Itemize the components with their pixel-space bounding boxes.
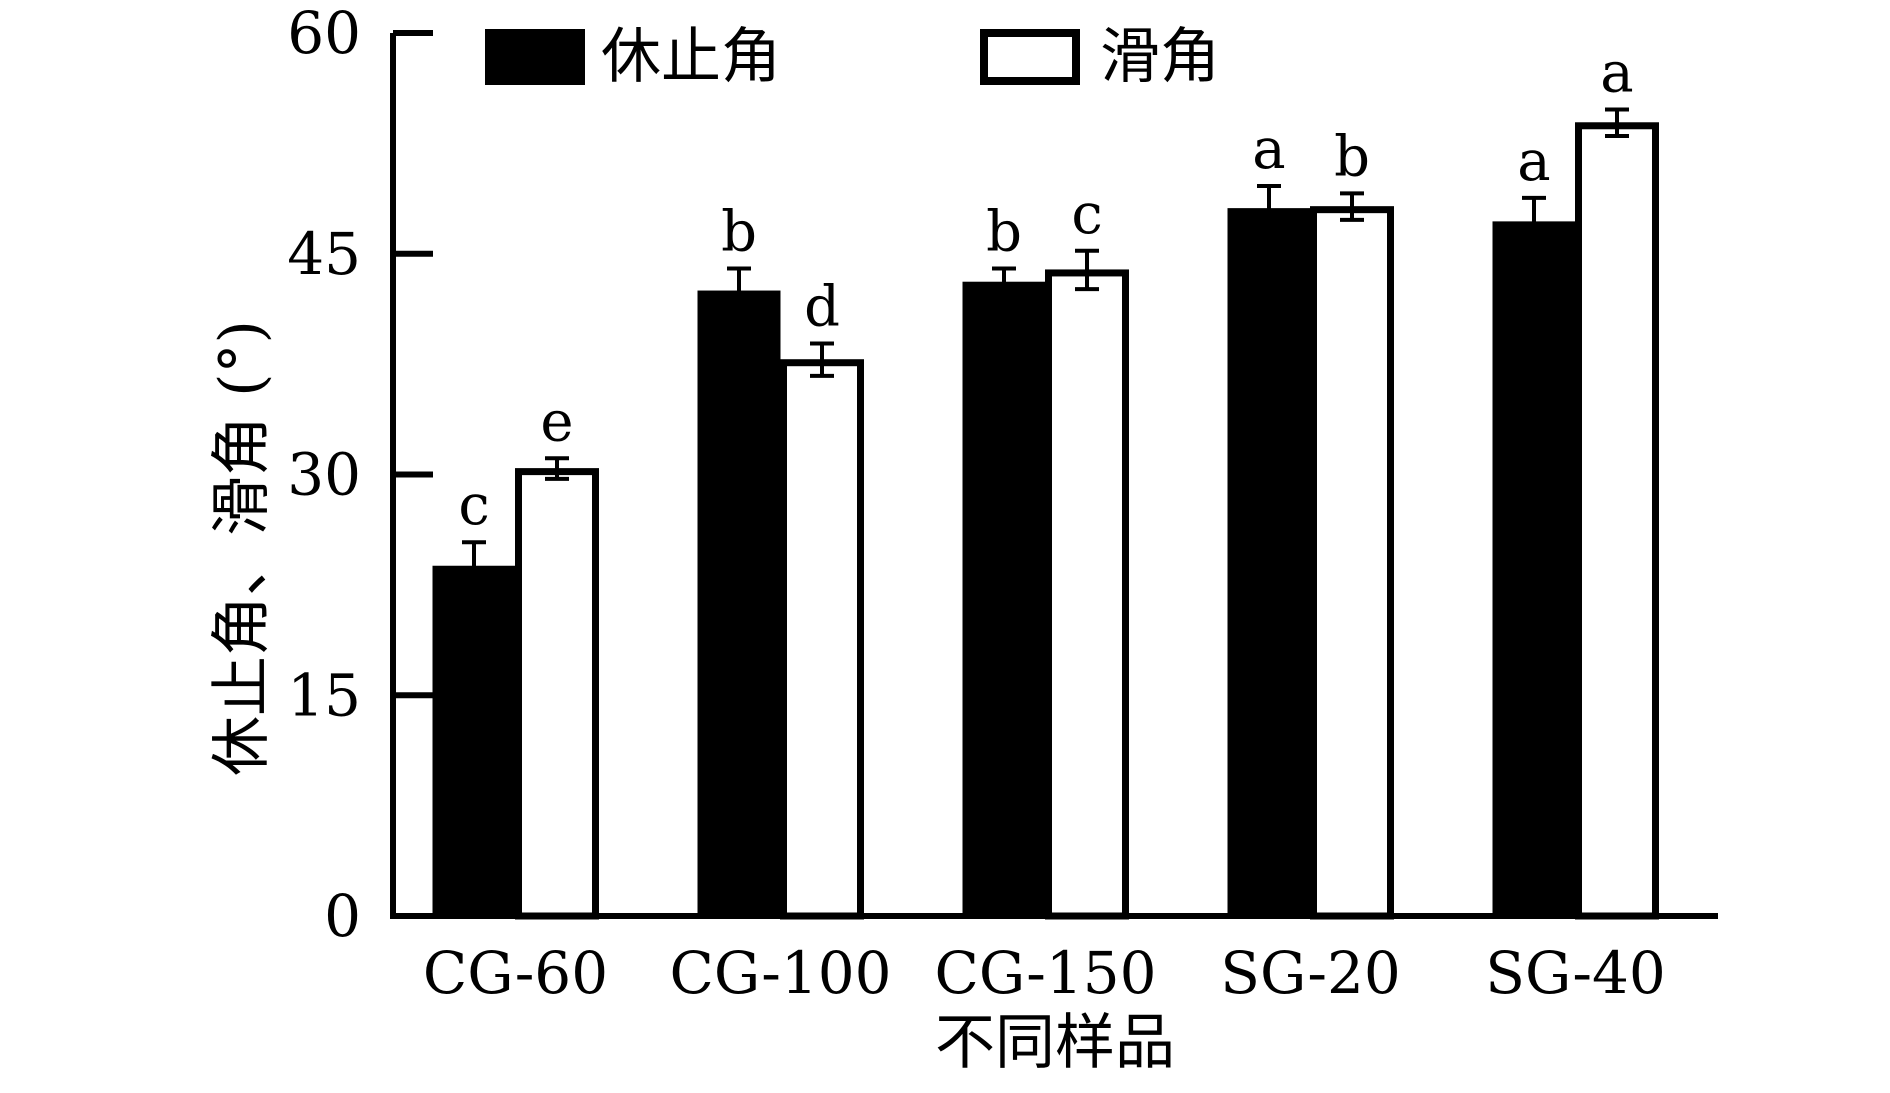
x-tick-label: CG-100: [669, 939, 891, 1007]
legend-swatch-rest-angle: [485, 29, 585, 85]
significance-label: c: [458, 473, 489, 538]
significance-label: b: [986, 199, 1022, 264]
error-bars: [462, 107, 1629, 592]
x-tick-label: CG-150: [934, 939, 1156, 1007]
significance-label: b: [1334, 124, 1370, 189]
legend-label-rest-angle: 休止角: [601, 22, 781, 92]
y-tick-label: 45: [287, 220, 361, 288]
y-tick-label: 15: [287, 661, 361, 729]
bars: [432, 122, 1659, 920]
significance-label: d: [804, 275, 840, 340]
bar: [1045, 269, 1129, 920]
x-tick-label: CG-60: [423, 939, 608, 1007]
bar: [1492, 221, 1576, 916]
bar: [1575, 122, 1659, 920]
legend: 休止角 滑角: [485, 22, 1220, 92]
y-tick-label: 60: [287, 0, 361, 67]
bar: [515, 468, 599, 920]
axes: 0 15 30 45 60 CG-60 CG-100 CG-150 SG-20 SG-40: [287, 0, 1718, 1007]
x-axis-title: 不同样品: [935, 1008, 1175, 1078]
bar: [432, 565, 516, 916]
bar: [1310, 206, 1394, 920]
significance-label: a: [1252, 117, 1285, 182]
y-tick-label: 0: [324, 882, 361, 950]
bar: [1227, 208, 1311, 917]
x-tick-label: SG-20: [1220, 939, 1401, 1007]
bar: [962, 281, 1046, 916]
legend-swatch-slide-angle: [980, 29, 1080, 85]
y-axis-title: 休止角、滑角 (°): [207, 320, 277, 776]
significance-label: a: [1600, 41, 1633, 106]
bar: [780, 359, 864, 920]
significance-label: a: [1517, 129, 1550, 194]
y-tick-label: 30: [287, 441, 361, 509]
bar: [697, 290, 781, 917]
legend-label-slide-angle: 滑角: [1100, 22, 1220, 92]
significance-label: e: [540, 389, 573, 454]
x-tick-label: SG-40: [1485, 939, 1666, 1007]
significance-label: b: [721, 199, 757, 264]
significance-label: c: [1071, 182, 1102, 247]
